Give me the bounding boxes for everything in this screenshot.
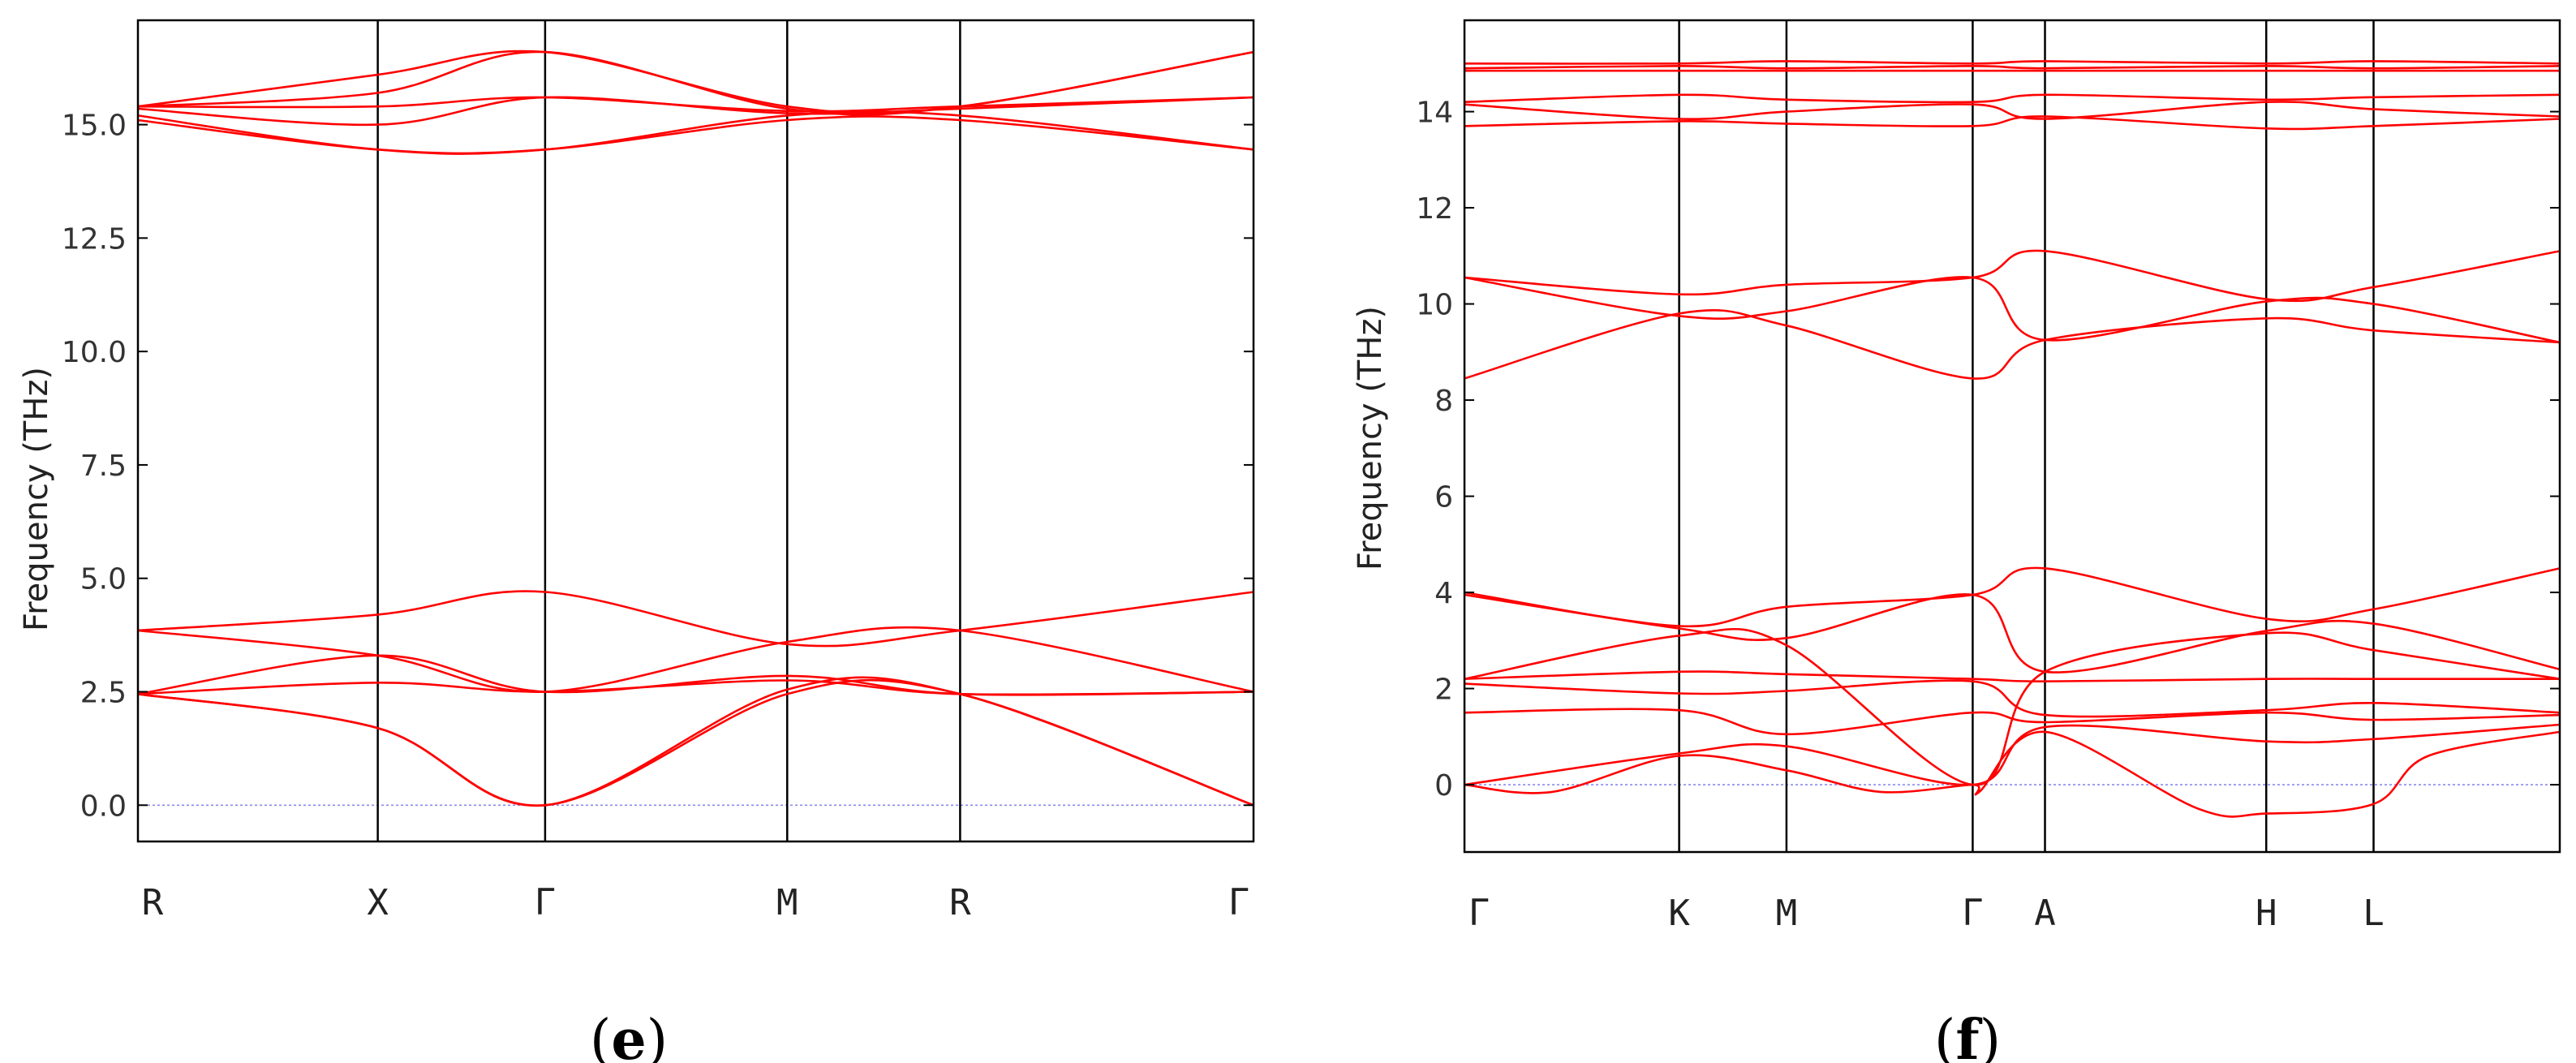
panel-e-chart: 0.0 2.5 5.0 7.5 10.0 12.5 15.0 R X Γ M R Γ Frequenc… bbox=[18, 19, 1255, 1063]
panel-f-plot-frame bbox=[1463, 19, 2561, 854]
band-line-12 bbox=[1464, 101, 2561, 120]
panel-e-kpoint-lines bbox=[376, 20, 961, 841]
y-tick-label: 0 bbox=[1434, 769, 1453, 803]
y-tick-label: 0.0 bbox=[80, 790, 127, 823]
panel-e-y-axis-label: Frequency (THz) bbox=[18, 367, 55, 631]
band-line-6 bbox=[1464, 593, 2561, 674]
kpoint-label-4: A bbox=[2034, 893, 2056, 934]
panel-f-caption-letter: f bbox=[1955, 1008, 1982, 1063]
band-line-9 bbox=[137, 96, 1254, 113]
y-tick-label: 14 bbox=[1416, 97, 1453, 130]
panel-e-band-series bbox=[137, 49, 1254, 807]
band-line-1 bbox=[1464, 723, 2561, 786]
panel-f-kpoint-lines bbox=[1678, 20, 2375, 852]
band-line-3 bbox=[137, 654, 1254, 696]
panel-f-caption-close: ) bbox=[1980, 1009, 2002, 1063]
y-tick-label: 2 bbox=[1434, 674, 1453, 707]
panel-e-caption: (e) bbox=[590, 1008, 668, 1063]
kpoint-label-2: Γ bbox=[535, 882, 557, 923]
band-line-10 bbox=[1464, 249, 2561, 303]
band-line-5 bbox=[1464, 628, 2561, 786]
kpoint-label-6: L bbox=[2363, 893, 2385, 934]
kpoint-label-5: Γ bbox=[1228, 882, 1250, 923]
y-tick-label: 6 bbox=[1434, 481, 1453, 514]
band-line-13 bbox=[1464, 93, 2561, 104]
y-tick-label: 4 bbox=[1434, 577, 1453, 610]
kpoint-label-4: R bbox=[949, 882, 971, 923]
y-tick-label: 12.5 bbox=[62, 222, 127, 256]
kpoint-label-2: M bbox=[1776, 893, 1798, 934]
y-tick-label: 10 bbox=[1416, 289, 1453, 322]
band-line-15 bbox=[1464, 65, 2561, 70]
panel-f-band-series bbox=[1464, 60, 2561, 818]
y-tick-label: 5.0 bbox=[80, 563, 127, 596]
panel-f-caption: (f) bbox=[1934, 1008, 2001, 1063]
kpoint-label-1: K bbox=[1668, 893, 1690, 934]
band-line-7 bbox=[137, 110, 1254, 155]
band-line-1 bbox=[137, 676, 1254, 807]
band-line-16 bbox=[1464, 60, 2561, 65]
y-tick-label: 10.0 bbox=[62, 336, 127, 369]
kpoint-label-5: H bbox=[2256, 893, 2277, 934]
panel-e-caption-close: ) bbox=[647, 1009, 669, 1063]
band-line-2 bbox=[1464, 708, 2561, 736]
band-line-8 bbox=[1464, 308, 2561, 380]
kpoint-label-0: Γ bbox=[1469, 893, 1490, 934]
y-tick-label: 7.5 bbox=[80, 450, 127, 483]
panel-f-y-ticks: 0 2 4 6 8 10 12 14 bbox=[1416, 97, 2560, 803]
kpoint-label-3: Γ bbox=[1962, 893, 1984, 934]
kpoint-label-0: R bbox=[142, 882, 164, 923]
panel-e-plot-frame bbox=[136, 19, 1255, 843]
band-line-9 bbox=[1464, 276, 2561, 344]
panel-f-chart: 0 2 4 6 8 10 12 14 Γ K M Γ A H L Frequency (THz) (f) bbox=[1352, 19, 2561, 1063]
kpoint-label-1: X bbox=[367, 882, 389, 923]
band-line-7 bbox=[1464, 566, 2561, 628]
band-line-0 bbox=[1464, 730, 2561, 818]
band-line-11 bbox=[1464, 115, 2561, 131]
y-tick-label: 2.5 bbox=[80, 676, 127, 709]
y-tick-label: 8 bbox=[1434, 385, 1453, 418]
panel-e-caption-letter: e bbox=[611, 1008, 646, 1063]
panel-f-caption-open: ( bbox=[1934, 1009, 1956, 1063]
panel-e-caption-open: ( bbox=[590, 1009, 612, 1063]
kpoint-label-3: M bbox=[776, 882, 798, 923]
band-line-4 bbox=[137, 626, 1254, 693]
y-tick-label: 15.0 bbox=[62, 110, 127, 143]
band-line-3 bbox=[1464, 679, 2561, 718]
y-tick-label: 12 bbox=[1416, 192, 1453, 226]
band-line-4 bbox=[1464, 670, 2560, 682]
panel-e-y-ticks: 0.0 2.5 5.0 7.5 10.0 12.5 15.0 bbox=[62, 110, 1254, 823]
band-line-5 bbox=[137, 590, 1254, 648]
band-line-11 bbox=[137, 49, 1254, 114]
panel-f-y-axis-label: Frequency (THz) bbox=[1352, 306, 1389, 570]
